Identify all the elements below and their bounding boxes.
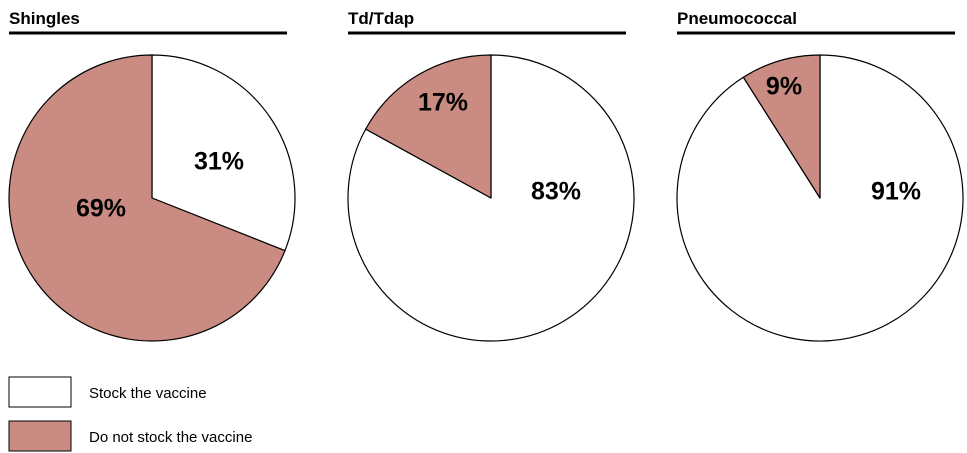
legend-swatch-no-stock [8, 420, 72, 452]
chart-title-shingles: Shingles [9, 9, 80, 28]
legend-label-no-stock: Do not stock the vaccine [89, 429, 252, 446]
chart-title-pneumococcal: Pneumococcal [677, 9, 797, 28]
slice-label-pneumococcal-do-not-stock-the-vaccine: 9% [766, 73, 802, 101]
pie-slice-shingles-stock-the-vaccine [151, 54, 296, 252]
legend-label-stock: Stock the vaccine [89, 385, 207, 402]
pie-chart-td-tdap: Td/Tdap 83% 17% [347, 9, 635, 342]
slice-label-pneumococcal-stock-the-vaccine: 91% [871, 178, 921, 206]
pie-slice-pneumococcal-do-not-stock-the-vaccine [742, 54, 821, 199]
pie-charts: Shingles 31% 69% Td/Tdap 83% 17% Pneumococcal 9… [8, 9, 964, 342]
chart-title-td-tdap: Td/Tdap [348, 9, 414, 28]
pie-chart-shingles: Shingles 31% 69% [8, 9, 296, 342]
slice-label-td-tdap-do-not-stock-the-vaccine: 17% [418, 89, 468, 117]
slice-label-td-tdap-stock-the-vaccine: 83% [531, 178, 581, 206]
pie-chart-pneumococcal: Pneumococcal 91% 9% [676, 9, 964, 342]
slice-label-shingles-stock-the-vaccine: 31% [194, 148, 244, 176]
legend-swatch-stock [8, 376, 72, 408]
slice-label-shingles-do-not-stock-the-vaccine: 69% [76, 195, 126, 223]
pie-slice-shingles-do-not-stock-the-vaccine [8, 54, 286, 342]
pie-slice-td-tdap-do-not-stock-the-vaccine [365, 54, 492, 199]
legend: Stock the vaccine Do not stock the vacci… [8, 376, 252, 452]
